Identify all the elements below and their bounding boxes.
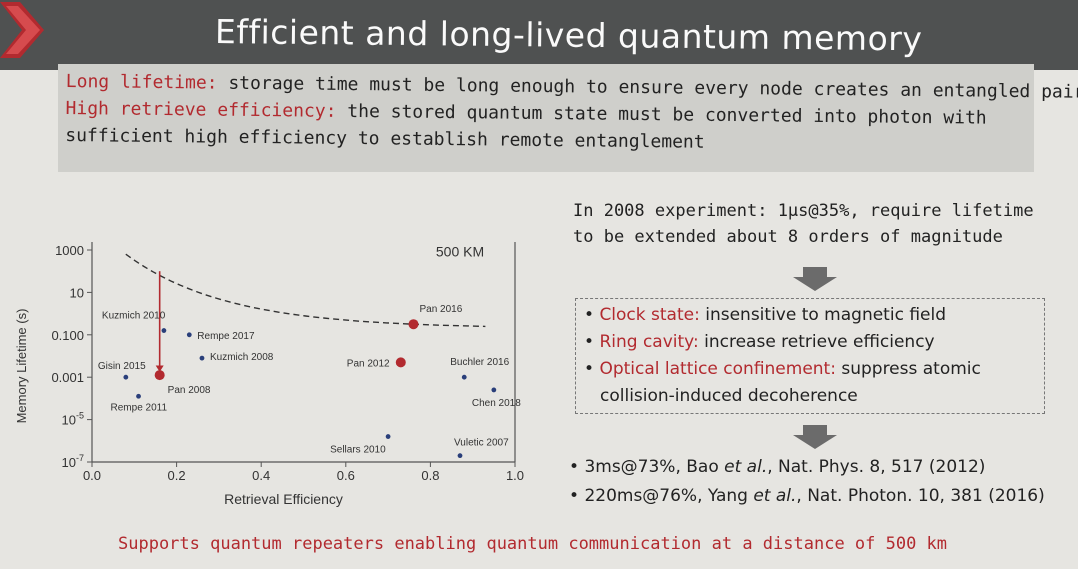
ring-cavity-label: Ring cavity: xyxy=(599,332,699,352)
clock-state-label: Clock state: xyxy=(599,305,700,325)
y-tick-label: 1000 xyxy=(55,243,84,258)
slide-title: Efficient and long-lived quantum memory xyxy=(214,12,923,59)
data-point xyxy=(186,332,192,338)
data-point xyxy=(154,370,165,381)
x-axis-label: Retrieval Efficiency xyxy=(224,491,343,507)
x-tick-label: 1.0 xyxy=(506,468,524,483)
bullet-ring-cavity: • Ring cavity: increase retrieve efficie… xyxy=(584,332,935,352)
data-point-label: Kuzmich 2008 xyxy=(210,352,274,363)
bullet-optical-lattice: • Optical lattice confinement: suppress … xyxy=(584,359,981,379)
bullet-glyph: • xyxy=(584,359,595,379)
experiment-line-2: to be extended about 8 orders of magnitu… xyxy=(573,227,1003,247)
bullet-clock-state: • Clock state: insensitive to magnetic f… xyxy=(584,305,946,325)
optical-lattice-continuation: collision-induced decoherence xyxy=(600,386,858,406)
bound-annotation: 500 KM xyxy=(436,243,484,259)
slide-arrow-icon xyxy=(0,2,44,58)
conclusion-text: Supports quantum repeaters enabling quan… xyxy=(118,534,948,554)
data-point-label: Pan 2008 xyxy=(168,385,211,396)
ref-2012-etal: et al. xyxy=(724,457,768,477)
efficiency-label: High retrieve efficiency: xyxy=(65,97,337,122)
down-arrow-icon xyxy=(793,267,837,291)
data-point-label: Pan 2016 xyxy=(419,304,462,315)
improvement-box: • Clock state: insensitive to magnetic f… xyxy=(575,298,1045,414)
ref-2012-citation: , Nat. Phys. 8, 517 (2012) xyxy=(767,457,986,477)
data-point-label: Sellars 2010 xyxy=(330,445,386,456)
data-point xyxy=(461,374,467,380)
y-tick-label: 0.100 xyxy=(51,328,84,343)
data-point-label: Vuletic 2007 xyxy=(454,438,509,449)
y-tick-label: 0.001 xyxy=(51,370,84,385)
optical-lattice-text: suppress atomic xyxy=(835,359,981,379)
data-point-label: Buchler 2016 xyxy=(450,357,509,368)
ring-cavity-text: increase retrieve efficiency xyxy=(698,332,935,352)
data-point xyxy=(136,393,141,399)
y-tick-label: 10-5 xyxy=(62,411,84,428)
lifetime-label: Long lifetime: xyxy=(65,70,218,94)
ref-2016-citation: , Nat. Photon. 10, 381 (2016) xyxy=(796,486,1045,506)
y-axis-label: Memory Lifetime (s) xyxy=(14,309,29,424)
data-point-label: Kuzmich 2010 xyxy=(102,311,166,322)
data-point-label: Rempe 2011 xyxy=(111,402,168,413)
clock-state-text: insensitive to magnetic field xyxy=(699,305,947,325)
bullet-glyph: • xyxy=(569,486,580,506)
improvement-arrow-head xyxy=(155,365,164,372)
title-bar: Efficient and long-lived quantum memory xyxy=(0,0,1078,70)
data-point xyxy=(491,387,497,393)
data-point-label: Gisin 2015 xyxy=(98,361,146,372)
bullet-glyph: • xyxy=(584,332,595,352)
data-point xyxy=(199,355,205,361)
right-panel: In 2008 experiment: 1μs@35%, require lif… xyxy=(565,195,1075,525)
bullet-glyph: • xyxy=(584,305,595,325)
reference-2016: • 220ms@76%, Yang et al., Nat. Photon. 1… xyxy=(569,486,1045,506)
bullet-glyph: • xyxy=(569,457,580,477)
intro-text: Long lifetime: storage time must be long… xyxy=(65,68,1078,160)
data-point-label: Rempe 2017 xyxy=(197,331,255,342)
data-point-label: Pan 2012 xyxy=(347,358,390,369)
reference-2012: • 3ms@73%, Bao et al., Nat. Phys. 8, 517… xyxy=(569,457,985,477)
experiment-line-1: In 2008 experiment: 1μs@35%, require lif… xyxy=(573,201,1034,221)
y-tick-label: 10 xyxy=(70,285,84,300)
x-tick-label: 0.0 xyxy=(83,468,101,483)
x-tick-label: 0.2 xyxy=(168,468,186,483)
data-point xyxy=(457,453,463,459)
optical-lattice-label: Optical lattice confinement: xyxy=(599,359,836,379)
data-point xyxy=(385,434,391,439)
ref-2016-value: 220ms@76%, Yang xyxy=(584,486,754,506)
x-tick-label: 0.8 xyxy=(421,468,439,483)
lifetime-efficiency-chart: 1000 10 0.100 0.001 10-5 10-70.0 0.2 0.4 0.6 0.8 1… xyxy=(14,242,524,507)
data-point xyxy=(408,319,419,330)
data-point xyxy=(161,328,167,333)
plot-layer: 1000 10 0.100 0.001 10-5 10-70.0 0.2 0.4 0.6 0.8 1… xyxy=(14,242,524,507)
x-tick-label: 0.4 xyxy=(252,468,270,483)
down-arrow-icon xyxy=(793,425,837,449)
y-tick-label: 10-7 xyxy=(62,453,84,470)
x-tick-label: 0.6 xyxy=(337,468,355,483)
data-point-label: Chen 2018 xyxy=(472,398,521,409)
ref-2012-value: 3ms@73%, Bao xyxy=(584,457,725,477)
data-point xyxy=(395,357,406,368)
efficiency-text: the stored quantum state must be convert… xyxy=(336,100,987,129)
data-point xyxy=(123,374,129,380)
bound-curve-500km xyxy=(125,253,486,328)
ref-2016-etal: et al. xyxy=(753,486,797,506)
intro-box: Long lifetime: storage time must be long… xyxy=(58,64,1078,172)
